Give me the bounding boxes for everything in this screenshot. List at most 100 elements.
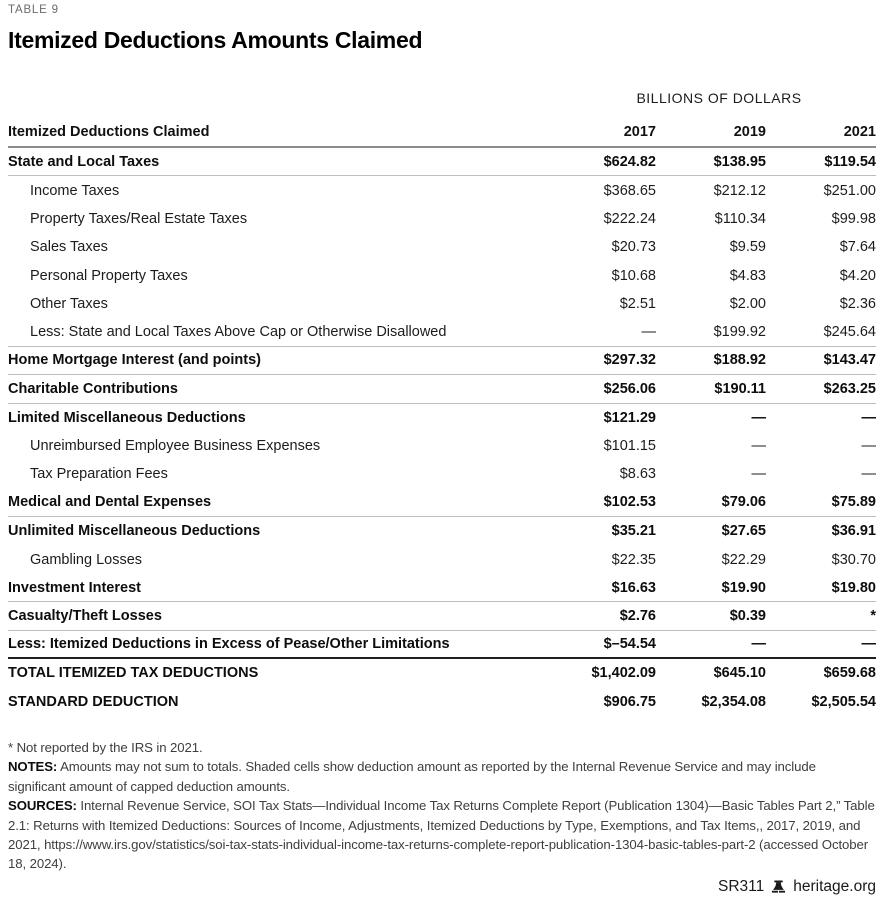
- row-label: Limited Miscellaneous Deductions: [8, 409, 246, 426]
- units-label: BILLIONS OF DOLLARS: [636, 90, 802, 106]
- row-label: Personal Property Taxes: [30, 267, 188, 284]
- row-label: Gambling Losses: [30, 551, 143, 568]
- table-row: Home Mortgage Interest (and points) $297…: [8, 347, 876, 376]
- value-2017: $121.29: [603, 409, 656, 426]
- value-2017: $35.21: [611, 523, 656, 540]
- value-2021: $263.25: [823, 380, 876, 397]
- value-2021: $99.98: [831, 210, 876, 227]
- row-label: Other Taxes: [30, 296, 108, 313]
- table-row-total: TOTAL ITEMIZED TAX DEDUCTIONS $1,402.09 …: [8, 659, 876, 687]
- value-2017: $906.75: [603, 693, 656, 710]
- value-2021: $659.68: [823, 665, 876, 682]
- value-2019: $190.11: [714, 380, 766, 397]
- value-2017: $22.35: [611, 551, 656, 568]
- value-2017: $624.82: [603, 153, 656, 170]
- row-label: Home Mortgage Interest (and points): [8, 352, 261, 369]
- value-2017: $256.06: [603, 380, 656, 397]
- value-2021: —: [861, 409, 877, 426]
- value-2017: $8.63: [619, 466, 656, 483]
- column-header-label: Itemized Deductions Claimed: [8, 124, 210, 140]
- row-label: Unlimited Miscellaneous Deductions: [8, 523, 261, 540]
- table-row: Unreimbursed Employee Business Expenses …: [8, 432, 876, 460]
- value-2017: $1,402.09: [591, 665, 656, 682]
- value-2017: $–54.54: [603, 635, 656, 652]
- value-2017: $2.51: [619, 296, 656, 313]
- value-2019: $19.90: [721, 579, 766, 596]
- value-2021: $30.70: [831, 551, 876, 568]
- table-row: Investment Interest $16.63 $19.90 $19.80: [8, 574, 876, 603]
- value-2021: *: [870, 607, 876, 624]
- site-link: heritage.org: [793, 878, 876, 895]
- sources-paragraph: SOURCES: Internal Revenue Service, SOI T…: [8, 798, 875, 872]
- value-2019: $212.12: [713, 182, 766, 199]
- sources-label: SOURCES:: [8, 798, 77, 814]
- value-2019: $22.29: [721, 551, 766, 568]
- value-2019: —: [751, 466, 767, 483]
- row-label: Sales Taxes: [30, 239, 108, 256]
- table-row: State and Local Taxes $624.82 $138.95 $1…: [8, 148, 876, 177]
- value-2019: $2,354.08: [701, 693, 766, 710]
- table-row: Personal Property Taxes $10.68 $4.83 $4.…: [8, 262, 876, 290]
- value-2021: $119.54: [824, 153, 876, 170]
- notes-paragraph: NOTES: Amounts may not sum to totals. Sh…: [8, 759, 816, 794]
- table-number-kicker: TABLE 9: [8, 4, 59, 16]
- value-2017: $297.32: [603, 352, 656, 369]
- column-header-2017: 2017: [623, 124, 656, 140]
- value-2019: $188.92: [713, 352, 766, 369]
- row-label: STANDARD DEDUCTION: [8, 693, 179, 710]
- value-2021: $75.89: [831, 494, 876, 511]
- value-2019: $0.39: [729, 607, 766, 624]
- value-2017: $2.76: [619, 607, 656, 624]
- table-row: Property Taxes/Real Estate Taxes $222.24…: [8, 205, 876, 233]
- row-label: Unreimbursed Employee Business Expenses: [30, 438, 321, 455]
- value-2021: $251.00: [823, 182, 876, 199]
- value-2019: $138.95: [713, 153, 766, 170]
- row-label: Property Taxes/Real Estate Taxes: [30, 210, 248, 227]
- value-2019: $645.10: [713, 665, 766, 682]
- page-title: Itemized Deductions Amounts Claimed: [8, 27, 423, 53]
- column-header-2021: 2021: [843, 124, 876, 140]
- footnotes: * Not reported by the IRS in 2021. NOTES…: [8, 738, 876, 874]
- value-2021: $143.47: [823, 352, 876, 369]
- row-label: Less: Itemized Deductions in Excess of P…: [8, 635, 450, 652]
- notes-label: NOTES:: [8, 759, 58, 775]
- value-2021: $7.64: [839, 239, 876, 256]
- table-row: Gambling Losses $22.35 $22.29 $30.70: [8, 545, 876, 573]
- value-2019: $2.00: [729, 296, 766, 313]
- table-row: Other Taxes $2.51 $2.00 $2.36: [8, 290, 876, 318]
- value-2019: $199.92: [713, 324, 766, 341]
- column-header-2019: 2019: [733, 124, 766, 140]
- page-footer: SR311 heritage.org: [718, 878, 876, 896]
- row-label: Investment Interest: [8, 579, 141, 596]
- value-2021: $2,505.54: [811, 693, 876, 710]
- value-2017: $101.15: [603, 438, 656, 455]
- itemized-deductions-table: Itemized Deductions Claimed 2017 2019 20…: [8, 118, 876, 716]
- value-2017: $222.24: [603, 210, 656, 227]
- value-2021: —: [861, 466, 877, 483]
- asterisk-note: * Not reported by the IRS in 2021.: [8, 740, 203, 755]
- table-row: Charitable Contributions $256.06 $190.11…: [8, 375, 876, 404]
- value-2019: $4.83: [729, 267, 766, 284]
- row-label: Tax Preparation Fees: [30, 466, 168, 483]
- value-2019: $79.06: [721, 494, 766, 511]
- table-row: Less: Itemized Deductions in Excess of P…: [8, 631, 876, 660]
- value-2019: $110.34: [714, 210, 766, 227]
- table-header-row: Itemized Deductions Claimed 2017 2019 20…: [8, 118, 876, 148]
- value-2017: —: [641, 324, 657, 341]
- row-label: State and Local Taxes: [8, 153, 160, 170]
- row-label: Charitable Contributions: [8, 380, 178, 397]
- value-2017: $102.53: [603, 494, 656, 511]
- report-id: SR311: [718, 878, 765, 895]
- table-row: Limited Miscellaneous Deductions $121.29…: [8, 404, 876, 432]
- value-2017: $20.73: [611, 239, 656, 256]
- row-label: Medical and Dental Expenses: [8, 494, 212, 511]
- table-row-standard-deduction: STANDARD DEDUCTION $906.75 $2,354.08 $2,…: [8, 687, 876, 715]
- value-2021: $19.80: [831, 579, 876, 596]
- value-2019: $27.65: [721, 523, 766, 540]
- value-2019: —: [751, 438, 767, 455]
- value-2021: $245.64: [823, 324, 876, 341]
- value-2017: $16.63: [611, 579, 656, 596]
- table-row: Casualty/Theft Losses $2.76 $0.39 *: [8, 602, 876, 631]
- row-label: TOTAL ITEMIZED TAX DEDUCTIONS: [8, 665, 259, 682]
- table-row: Tax Preparation Fees $8.63 — —: [8, 460, 876, 488]
